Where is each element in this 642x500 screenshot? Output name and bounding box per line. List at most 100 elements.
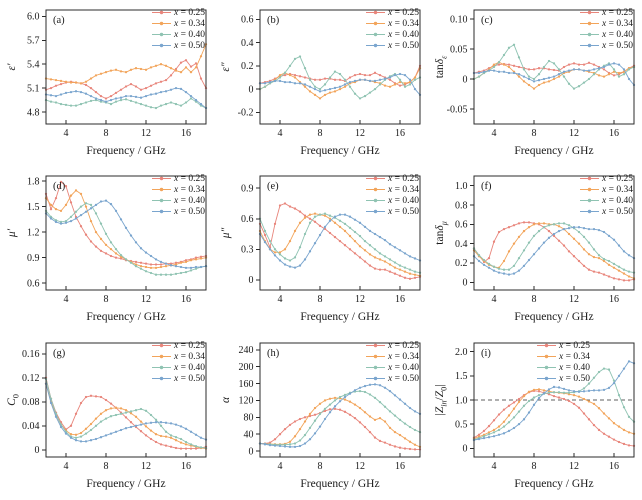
data-point-marker xyxy=(194,256,198,259)
data-point-marker xyxy=(189,430,193,433)
data-point-marker xyxy=(59,102,63,106)
data-point-marker xyxy=(398,78,402,81)
data-point-marker xyxy=(408,447,412,451)
data-point-marker xyxy=(283,71,287,74)
data-point-marker xyxy=(94,231,98,234)
data-point-marker xyxy=(189,443,193,446)
data-point-marker xyxy=(79,435,83,438)
legend-line-marker-icon xyxy=(366,43,386,48)
y-tick-label: 5.1 xyxy=(27,83,40,94)
data-point-marker xyxy=(602,273,606,276)
data-point-marker xyxy=(159,263,163,266)
data-point-marker xyxy=(268,248,272,251)
data-point-marker xyxy=(413,410,417,413)
legend-label: x = 0.40 xyxy=(602,29,633,40)
data-point-marker xyxy=(363,239,367,243)
legend-label: x = 0.40 xyxy=(174,195,205,206)
data-point-marker xyxy=(358,221,362,224)
data-point-marker xyxy=(109,102,113,106)
data-point-marker xyxy=(84,92,88,95)
data-point-marker xyxy=(288,80,292,84)
legend-entry: x = 0.40 xyxy=(152,362,205,373)
data-point-marker xyxy=(69,436,73,439)
data-point-marker xyxy=(373,232,377,236)
data-point-marker xyxy=(527,226,531,229)
data-point-marker xyxy=(522,249,526,252)
data-point-marker xyxy=(278,444,282,448)
data-point-marker xyxy=(517,423,521,426)
data-point-marker xyxy=(363,94,367,98)
data-point-marker xyxy=(627,68,631,71)
y-tick-label: 0.08 xyxy=(22,397,40,408)
data-point-marker xyxy=(149,84,153,87)
data-point-marker xyxy=(308,221,312,224)
data-point-marker xyxy=(527,411,531,414)
legend-entry: x = 0.40 xyxy=(366,195,419,206)
data-point-marker xyxy=(74,412,78,415)
data-point-marker xyxy=(612,379,616,382)
y-tick-label: 0 xyxy=(249,275,254,286)
data-point-marker xyxy=(582,227,586,230)
data-point-marker xyxy=(293,442,297,445)
data-point-marker xyxy=(273,444,277,447)
data-point-marker xyxy=(507,429,511,433)
data-point-marker xyxy=(343,222,347,225)
data-point-marker xyxy=(577,259,581,263)
data-point-marker xyxy=(413,448,417,451)
data-point-marker xyxy=(527,75,531,78)
data-point-marker xyxy=(79,102,83,106)
legend: x = 0.25 x = 0.34 x = 0.40 x = 0.50 xyxy=(366,173,419,217)
y-tick-label: 120 xyxy=(239,396,254,407)
data-point-marker xyxy=(94,395,98,398)
data-point-marker xyxy=(393,272,397,275)
y-tick-label: 0.05 xyxy=(450,44,468,55)
data-point-marker xyxy=(547,59,551,63)
y-tick-label: -0.05 xyxy=(447,104,468,115)
legend-entry: x = 0.34 xyxy=(152,351,205,362)
legend-label: x = 0.25 xyxy=(602,173,633,184)
data-point-marker xyxy=(572,255,576,258)
data-point-marker xyxy=(492,240,496,243)
data-point-marker xyxy=(477,75,481,78)
data-point-marker xyxy=(323,407,327,411)
data-point-marker xyxy=(517,73,521,76)
data-point-marker xyxy=(293,73,297,77)
data-point-marker xyxy=(129,82,133,86)
legend-label: x = 0.25 xyxy=(388,7,419,18)
data-point-marker xyxy=(298,210,302,213)
data-point-marker xyxy=(592,423,596,427)
data-point-marker xyxy=(582,412,586,415)
data-point-marker xyxy=(378,268,382,271)
data-point-marker xyxy=(189,71,193,74)
data-point-marker xyxy=(383,441,387,444)
data-point-marker xyxy=(159,265,163,269)
data-point-marker xyxy=(174,272,178,275)
data-point-marker xyxy=(64,432,68,435)
data-point-marker xyxy=(612,262,616,266)
legend-label: x = 0.50 xyxy=(388,40,419,51)
data-point-marker xyxy=(184,443,188,446)
data-point-marker xyxy=(139,247,143,250)
data-point-marker xyxy=(627,360,631,363)
data-point-marker xyxy=(89,428,93,432)
data-point-marker xyxy=(149,106,153,109)
data-point-marker xyxy=(627,77,631,81)
data-point-marker xyxy=(109,69,113,72)
data-point-marker xyxy=(537,73,541,76)
legend-entry: x = 0.25 xyxy=(152,340,205,351)
data-point-marker xyxy=(169,422,173,425)
data-point-marker xyxy=(358,421,362,424)
data-point-marker xyxy=(383,77,387,80)
data-point-marker xyxy=(373,436,377,439)
subplot-d: 4 8 12 16 0.6 0.9 1.2 1.5 1.8 (d) Frequency / GHz μ… xyxy=(0,166,214,333)
data-point-marker xyxy=(363,73,367,77)
data-point-marker xyxy=(139,265,143,268)
data-point-marker xyxy=(512,242,516,245)
data-point-marker xyxy=(383,84,387,87)
data-point-marker xyxy=(89,77,93,80)
data-point-marker xyxy=(338,400,342,403)
data-point-marker xyxy=(572,226,576,229)
data-point-marker xyxy=(174,439,178,442)
data-point-marker xyxy=(54,196,58,200)
y-tick-label: 0 xyxy=(249,84,254,95)
